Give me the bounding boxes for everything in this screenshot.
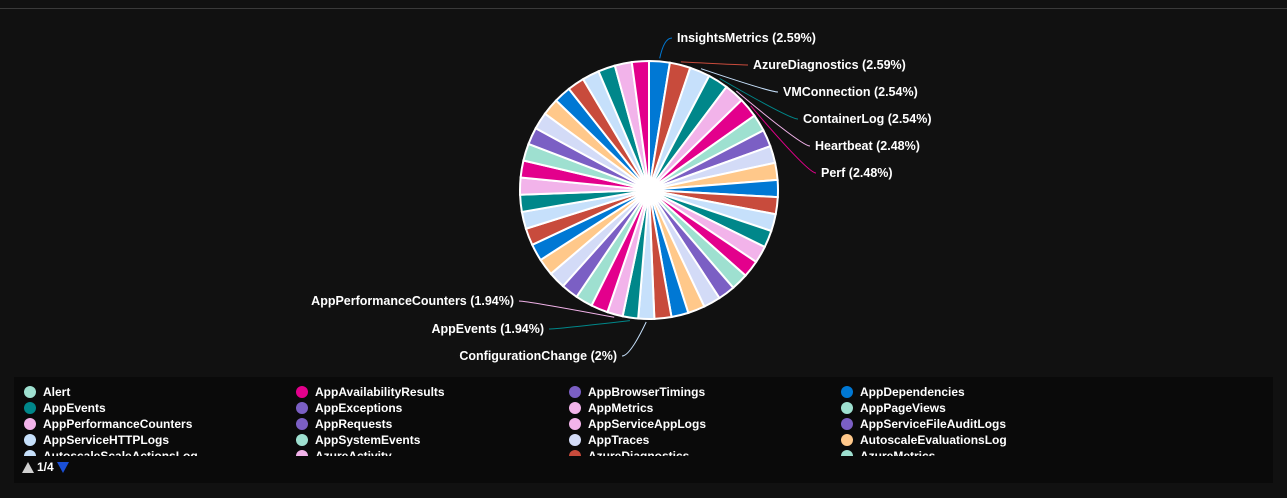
- callout-label: VMConnection (2.54%): [783, 85, 918, 99]
- pie-slices: [519, 59, 779, 320]
- legend-item[interactable]: AppServiceFileAuditLogs: [841, 416, 1121, 432]
- legend-item[interactable]: AppEvents: [24, 400, 296, 416]
- legend-swatch-icon: [296, 434, 308, 446]
- callout-label: AppEvents (1.94%): [431, 322, 544, 336]
- legend-swatch-icon: [569, 402, 581, 414]
- legend-pager: 1/4: [22, 460, 69, 474]
- legend-item-label: AppServiceAppLogs: [588, 417, 707, 431]
- legend-item-label: AppExceptions: [315, 401, 403, 415]
- callout-leader-line: [621, 321, 647, 357]
- legend-item-label: AppPerformanceCounters: [43, 417, 193, 431]
- legend-item[interactable]: AppPageViews: [841, 400, 1121, 416]
- legend-page-indicator: 1/4: [37, 460, 54, 474]
- legend-item-label: AppPageViews: [860, 401, 946, 415]
- legend-item[interactable]: AppMetrics: [569, 400, 841, 416]
- legend-item[interactable]: AppBrowserTimings: [569, 384, 841, 400]
- legend-item[interactable]: AppDependencies: [841, 384, 1121, 400]
- callout-leader-line: [680, 61, 749, 66]
- callout-label: Perf (2.48%): [821, 166, 893, 180]
- legend-swatch-icon: [841, 402, 853, 414]
- legend-swatch-icon: [569, 418, 581, 430]
- legend-item-label: AppServiceFileAuditLogs: [860, 417, 1007, 431]
- legend-grid: Alert AppAvailabilityResults AppBrowserTim…: [24, 384, 1124, 456]
- top-divider: [0, 8, 1287, 9]
- legend-swatch-icon: [296, 418, 308, 430]
- legend-item[interactable]: AzureMetrics: [841, 448, 1121, 456]
- legend-item-label: AppServiceHTTPLogs: [43, 433, 170, 447]
- legend-page-up-icon[interactable]: [22, 461, 34, 473]
- callout-leader-line: [548, 320, 630, 330]
- callout-leader-line: [719, 78, 799, 120]
- legend-item[interactable]: AzureActivity: [296, 448, 569, 456]
- legend-item[interactable]: AppServiceHTTPLogs: [24, 432, 296, 448]
- pie-chart: InsightsMetrics (2.59%) AzureDiagnostics …: [311, 31, 931, 363]
- legend-swatch-icon: [24, 402, 36, 414]
- legend-item-label: AppBrowserTimings: [588, 385, 706, 399]
- legend-item[interactable]: AppSystemEvents: [296, 432, 569, 448]
- legend-item-label: AppTraces: [588, 433, 650, 447]
- legend-item-label: AppDependencies: [860, 385, 965, 399]
- callout-leader-line: [735, 90, 811, 147]
- legend-swatch-icon: [569, 450, 581, 456]
- legend-swatch-icon: [24, 434, 36, 446]
- legend-item-label: AzureMetrics: [860, 449, 936, 456]
- legend-swatch-icon: [296, 402, 308, 414]
- legend-swatch-icon: [24, 418, 36, 430]
- legend-swatch-icon: [569, 434, 581, 446]
- callout-label: AzureDiagnostics (2.59%): [753, 58, 906, 72]
- legend-item-label: Alert: [43, 385, 71, 399]
- legend-item-label: AppMetrics: [588, 401, 654, 415]
- callout-leader-line: [659, 37, 673, 59]
- legend-item[interactable]: AppAvailabilityResults: [296, 384, 569, 400]
- callout-leader-line: [700, 68, 779, 93]
- legend-item-label: AutoscaleEvaluationsLog: [860, 433, 1007, 447]
- callout-leader-lines: [518, 37, 817, 357]
- legend: Alert AppAvailabilityResults AppBrowserTim…: [14, 377, 1273, 483]
- legend-swatch-icon: [841, 434, 853, 446]
- callout-label: Heartbeat (2.48%): [815, 139, 920, 153]
- legend-swatch-icon: [24, 450, 36, 456]
- legend-item[interactable]: AzureDiagnostics: [569, 448, 841, 456]
- callout-leader-line: [750, 105, 817, 174]
- callout-label: ConfigurationChange (2%): [459, 349, 617, 363]
- legend-item[interactable]: Alert: [24, 384, 296, 400]
- legend-page-down-icon[interactable]: [56, 461, 69, 473]
- legend-item-label: AppSystemEvents: [315, 433, 421, 447]
- legend-swatch-icon: [296, 386, 308, 398]
- callout-labels: InsightsMetrics (2.59%) AzureDiagnostics …: [311, 31, 931, 363]
- pie-slice[interactable]: [630, 59, 650, 191]
- legend-item-label: AppEvents: [43, 401, 106, 415]
- legend-item-label: AzureDiagnostics: [588, 449, 690, 456]
- callout-label: ContainerLog (2.54%): [803, 112, 932, 126]
- legend-item-label: AzureActivity: [315, 449, 392, 456]
- legend-swatch-icon: [841, 386, 853, 398]
- legend-item[interactable]: AppPerformanceCounters: [24, 416, 296, 432]
- legend-swatch-icon: [296, 450, 308, 456]
- legend-item-label: AppRequests: [315, 417, 393, 431]
- legend-item[interactable]: AppExceptions: [296, 400, 569, 416]
- legend-item-label: AppAvailabilityResults: [315, 385, 445, 399]
- legend-item[interactable]: AutoscaleEvaluationsLog: [841, 432, 1121, 448]
- legend-swatch-icon: [24, 386, 36, 398]
- legend-item-label: AutoscaleScaleActionsLog: [43, 449, 198, 456]
- legend-item[interactable]: AppServiceAppLogs: [569, 416, 841, 432]
- legend-item[interactable]: AppTraces: [569, 432, 841, 448]
- legend-swatch-icon: [841, 450, 853, 456]
- legend-swatch-icon: [841, 418, 853, 430]
- callout-label: InsightsMetrics (2.59%): [677, 31, 816, 45]
- callout-leader-line: [518, 300, 615, 318]
- callout-label: AppPerformanceCounters (1.94%): [311, 294, 514, 308]
- legend-item[interactable]: AppRequests: [296, 416, 569, 432]
- legend-item[interactable]: AutoscaleScaleActionsLog: [24, 448, 296, 456]
- legend-swatch-icon: [569, 386, 581, 398]
